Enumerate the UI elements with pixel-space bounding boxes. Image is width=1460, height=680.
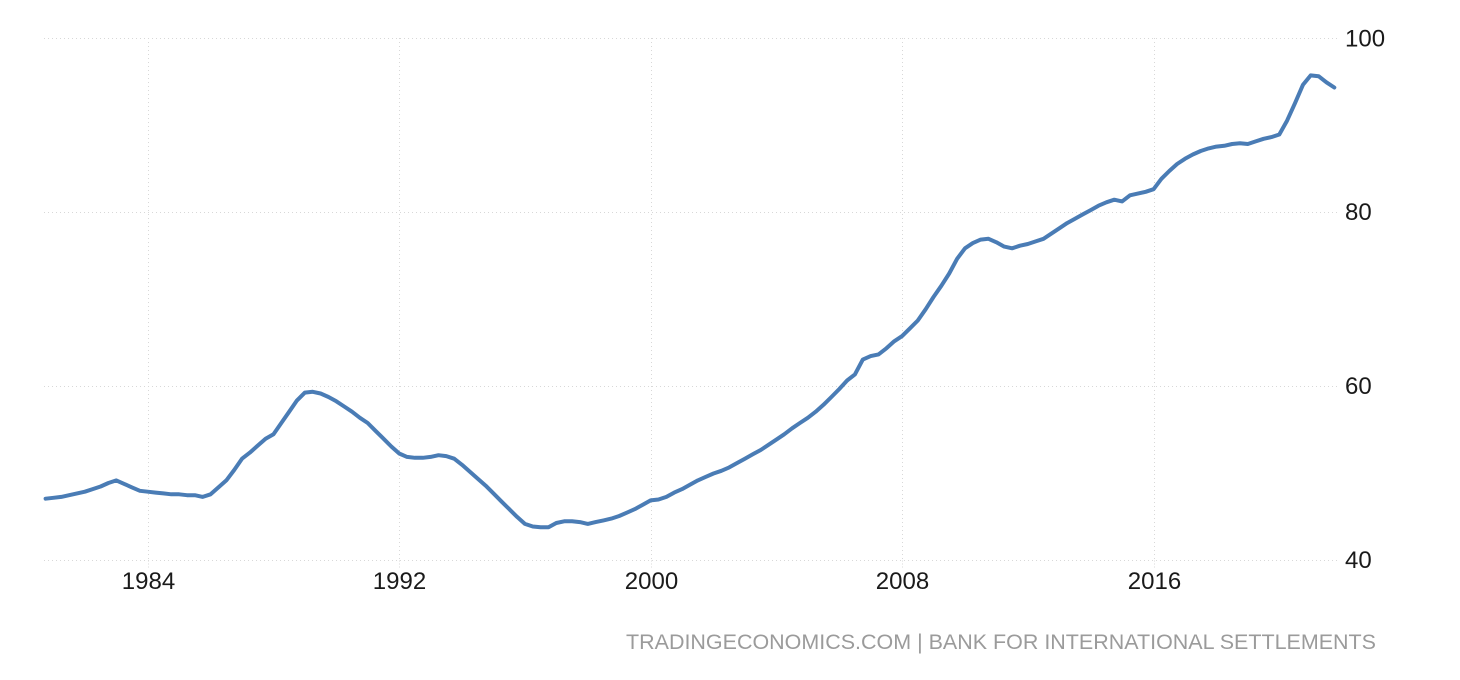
y-axis-label-100: 100 [1345,25,1385,52]
y-axis-label-60: 60 [1345,373,1372,400]
attribution-text: TRADINGECONOMICS.COM | BANK FOR INTERNAT… [626,631,1376,654]
x-axis-label-1984: 1984 [122,568,175,595]
y-axis-label-40: 40 [1345,547,1372,574]
x-axis-label-2016: 2016 [1128,568,1181,595]
x-axis-labels: 1984 1992 2000 2008 2016 [122,568,1181,595]
x-axis-tick-marks [148,560,1155,568]
x-axis-label-2000: 2000 [625,568,678,595]
x-axis-label-2008: 2008 [876,568,929,595]
y-axis-labels: 40 60 80 100 [1345,25,1385,574]
series-line [43,73,1337,530]
y-axis-label-80: 80 [1345,199,1372,226]
x-axis-label-1992: 1992 [373,568,426,595]
vertical-gridlines [148,38,1155,560]
